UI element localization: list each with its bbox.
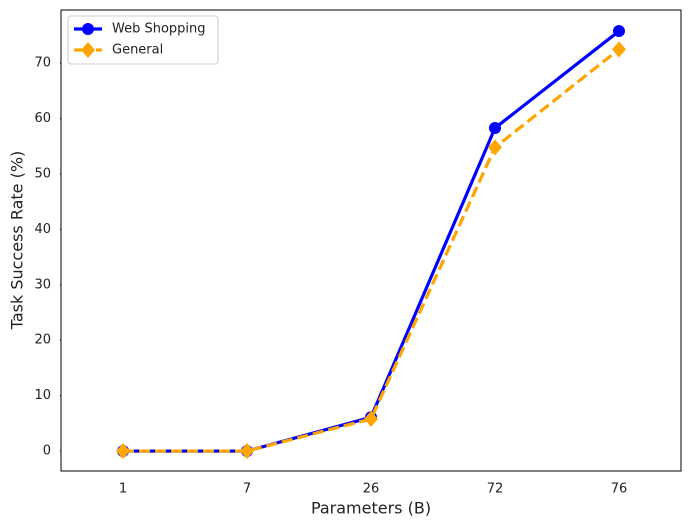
x-tick-label: 7 bbox=[243, 482, 251, 497]
y-tick-label: 40 bbox=[34, 222, 51, 237]
y-tick-label: 0 bbox=[43, 444, 51, 459]
legend-label: General bbox=[112, 43, 163, 58]
x-tick-label: 72 bbox=[487, 482, 504, 497]
y-tick-label: 20 bbox=[34, 333, 51, 348]
marker bbox=[116, 443, 130, 460]
legend-marker bbox=[82, 23, 94, 35]
x-tick-label: 26 bbox=[363, 482, 380, 497]
legend-marker bbox=[81, 42, 95, 58]
marker bbox=[613, 25, 625, 38]
y-axis-label: Task Success Rate (%) bbox=[8, 151, 27, 331]
series-line bbox=[123, 48, 620, 453]
marker bbox=[240, 443, 254, 460]
x-tick-label: 1 bbox=[119, 482, 127, 497]
y-tick-label: 70 bbox=[34, 56, 51, 71]
y-tick-label: 60 bbox=[34, 111, 51, 126]
series-line bbox=[123, 29, 620, 453]
legend-label: Web Shopping bbox=[112, 22, 206, 37]
marker bbox=[364, 410, 378, 427]
y-tick-label: 30 bbox=[34, 277, 51, 292]
x-axis-label: Parameters (B) bbox=[311, 499, 431, 518]
marker bbox=[612, 41, 626, 58]
legend: Web Shopping General bbox=[67, 15, 219, 65]
marker bbox=[488, 139, 502, 156]
x-tick-label: 76 bbox=[611, 482, 628, 497]
y-tick-label: 50 bbox=[34, 167, 51, 182]
legend-box bbox=[67, 15, 219, 65]
marker bbox=[489, 122, 501, 135]
plot-frame bbox=[60, 9, 682, 472]
y-tick-label: 10 bbox=[34, 388, 51, 403]
